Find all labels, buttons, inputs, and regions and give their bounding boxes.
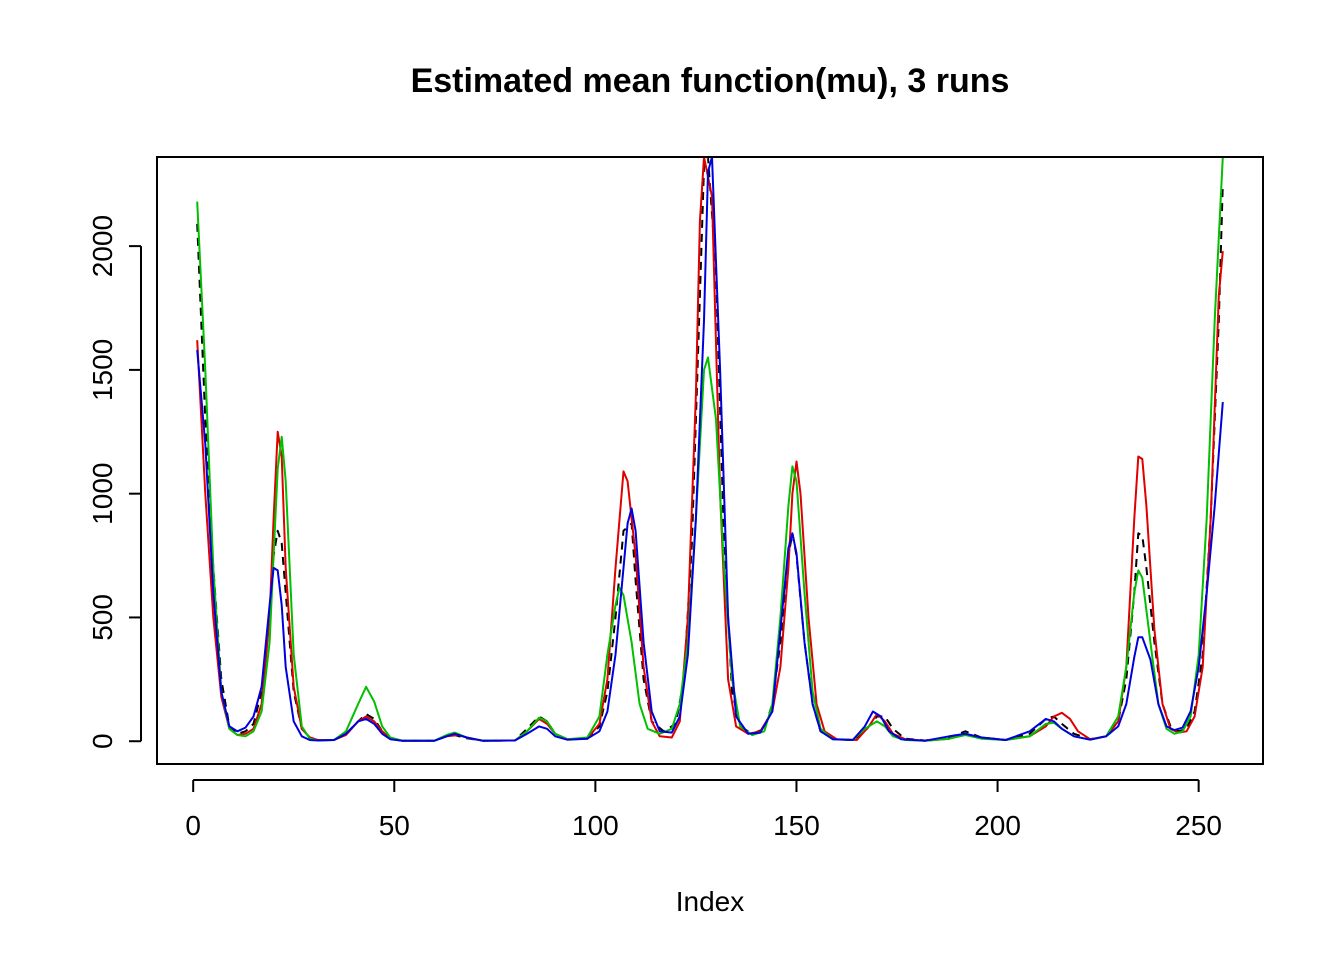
y-tick-label-2: 1000: [87, 463, 118, 525]
series-line-3: [196, 157, 1224, 742]
series-line-2: [196, 157, 1224, 742]
series-line-0: [196, 157, 1224, 742]
x-axis: 0 50 100 150 200 250: [185, 779, 1222, 841]
plot-frame: [156, 156, 1264, 765]
series-layer: [196, 157, 1224, 742]
y-tick-label-1: 500: [87, 594, 118, 641]
chart-title: Estimated mean function(mu), 3 runs: [411, 62, 1010, 100]
y-tick-label-4: 2000: [87, 215, 118, 277]
x-tick-label-0: 0: [185, 810, 201, 841]
x-tick-label-4: 200: [974, 810, 1021, 841]
x-tick-label-5: 250: [1175, 810, 1222, 841]
x-tick-label-1: 50: [379, 810, 410, 841]
y-axis: 0 500 1000 1500 2000: [87, 215, 142, 749]
x-axis-label: Index: [676, 886, 745, 917]
x-tick-label-3: 150: [773, 810, 820, 841]
x-tick-label-2: 100: [572, 810, 619, 841]
series-line-1: [196, 157, 1224, 742]
y-tick-label-3: 1500: [87, 339, 118, 401]
y-tick-label-0: 0: [87, 733, 118, 749]
